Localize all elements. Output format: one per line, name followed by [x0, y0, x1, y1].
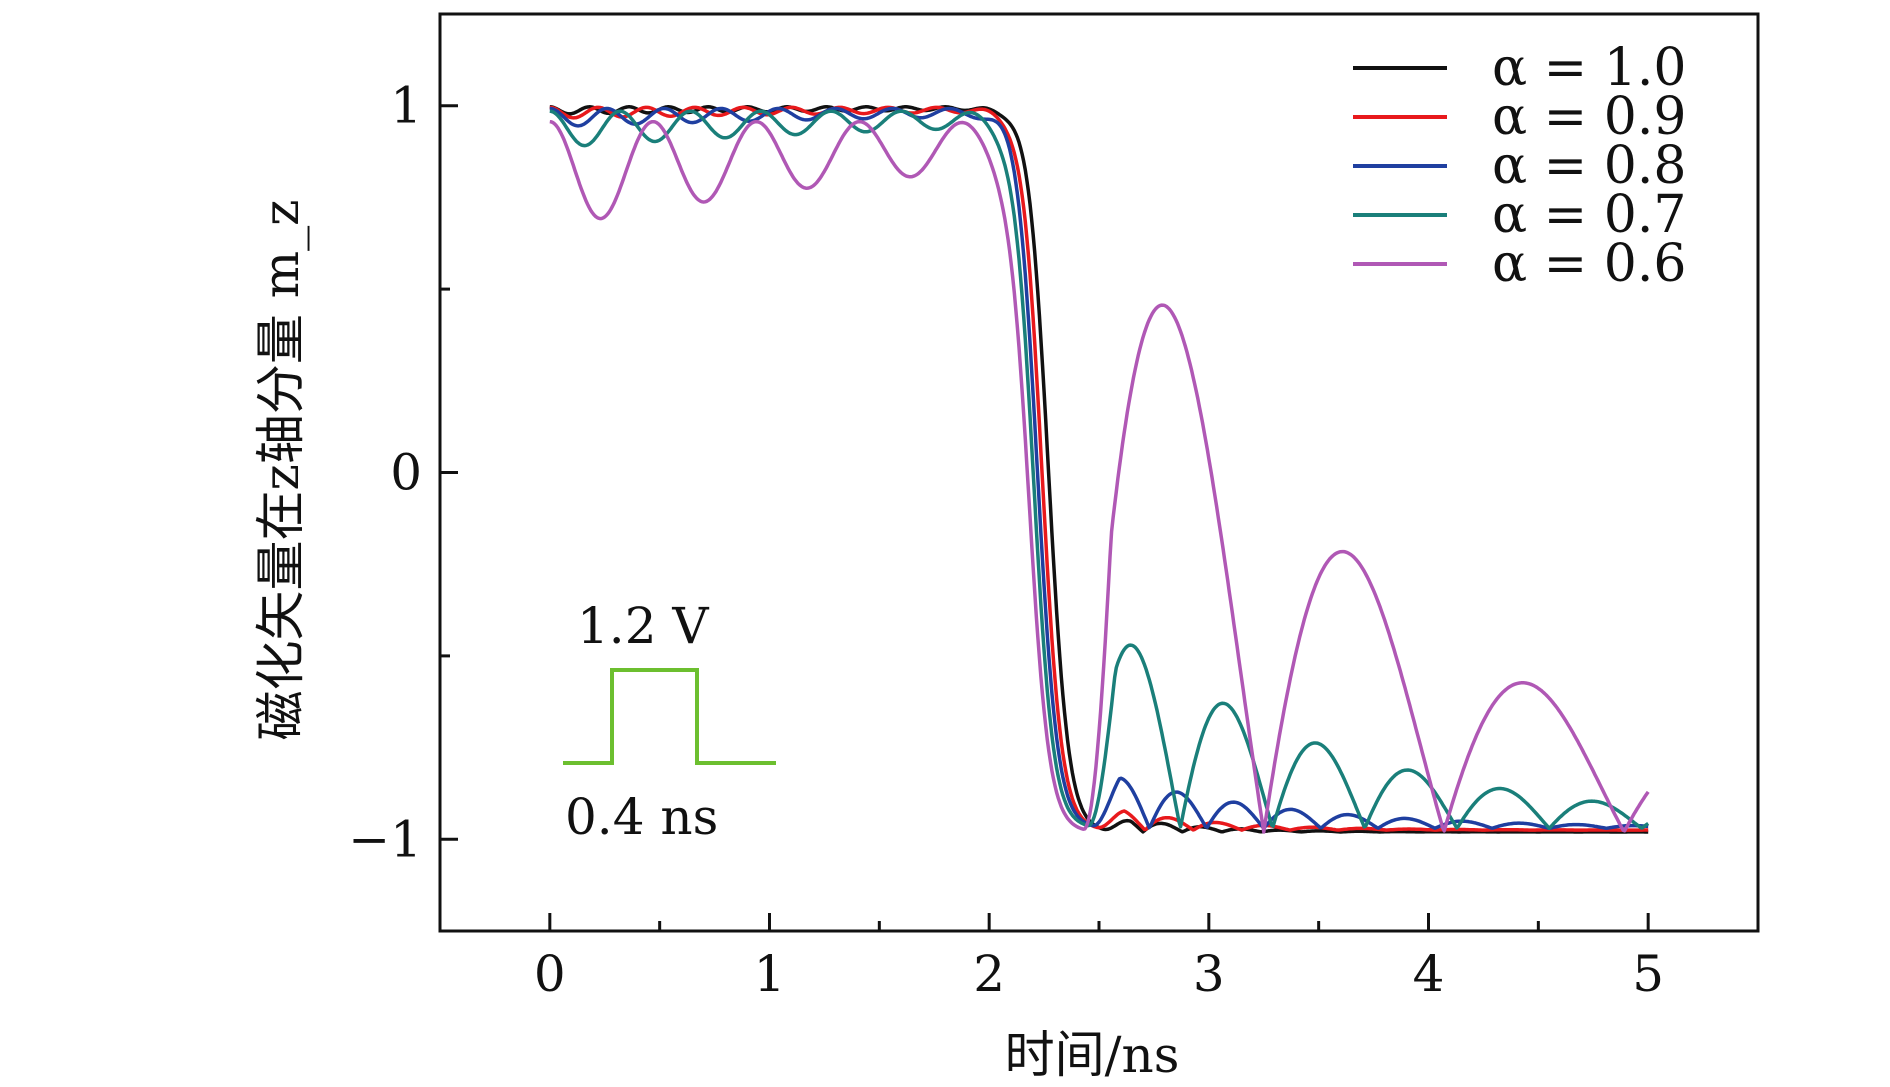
- pulse-duration-label: 0.4 ns: [565, 788, 718, 846]
- y-axis-title: 磁化矢量在z轴分量 m_z: [252, 200, 310, 741]
- legend: α = 1.0α = 0.9α = 0.8α = 0.7α = 0.6: [1353, 38, 1686, 294]
- x-tick-label: 5: [1632, 945, 1664, 1003]
- y-tick-label: −1: [348, 810, 422, 868]
- y-tick-label: 1: [390, 77, 422, 135]
- pulse-voltage-label: 1.2 V: [577, 597, 709, 655]
- series-line-5: [549, 119, 1650, 834]
- series-line-4: [549, 109, 1650, 831]
- x-tick-label: 2: [973, 945, 1005, 1003]
- x-tick-label: 3: [1193, 945, 1225, 1003]
- legend-label-4: α = 0.7: [1492, 185, 1686, 245]
- legend-label-3: α = 0.8: [1492, 136, 1686, 196]
- x-tick-label: 1: [754, 945, 786, 1003]
- legend-label-1: α = 1.0: [1492, 38, 1686, 98]
- series-line-2: [549, 105, 1649, 832]
- x-axis-title: 时间/ns: [1005, 1026, 1180, 1084]
- legend-label-5: α = 0.6: [1492, 234, 1686, 294]
- legend-label-2: α = 0.9: [1492, 87, 1686, 147]
- series-lines: [549, 105, 1650, 834]
- y-tick-label: 0: [390, 444, 422, 502]
- series-line-3: [549, 106, 1649, 831]
- pulse-waveform: [563, 668, 776, 765]
- voltage-pulse-inset: 1.2 V 0.4 ns: [563, 597, 776, 846]
- x-tick-label: 4: [1413, 945, 1445, 1003]
- axis-ticks: 0 1 2 3 4 5 −1 0 1: [348, 77, 1664, 1003]
- x-tick-label: 0: [534, 945, 566, 1003]
